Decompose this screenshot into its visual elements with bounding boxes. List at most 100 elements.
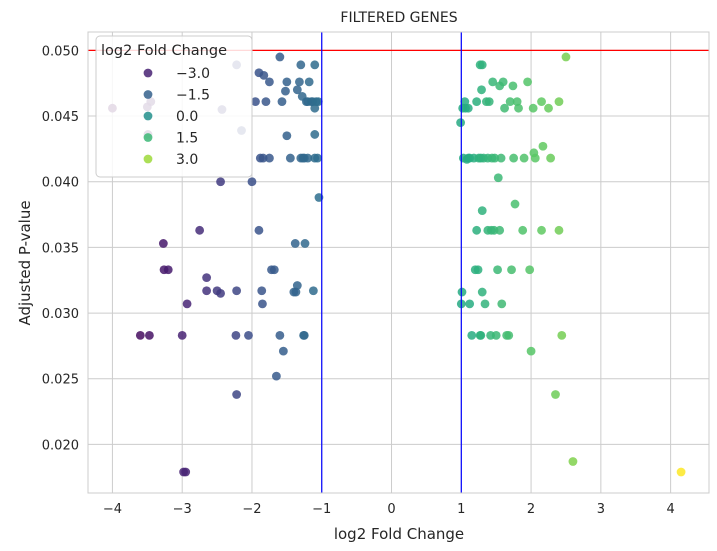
data-point <box>251 97 260 107</box>
data-point <box>530 153 540 163</box>
data-point <box>257 286 267 296</box>
y-tick-label: 0.020 <box>42 438 79 453</box>
legend: log2 Fold Change −3.0 −1.5 0.0 1.5 3.0 <box>95 35 253 178</box>
legend-box <box>95 35 253 178</box>
data-point <box>561 52 571 62</box>
y-tick-label: 0.040 <box>42 176 79 191</box>
data-point <box>299 330 309 340</box>
data-point <box>182 299 192 309</box>
data-point <box>526 346 536 356</box>
data-point <box>296 60 306 70</box>
data-point <box>291 287 301 297</box>
data-point <box>258 153 268 163</box>
data-point <box>158 239 168 248</box>
legend-marker <box>143 154 153 164</box>
chart-title: FILTERED GENES <box>340 10 457 26</box>
data-point <box>488 77 498 87</box>
data-point <box>265 153 274 163</box>
data-point <box>216 177 225 187</box>
y-tick-label: 0.045 <box>42 110 79 125</box>
data-point <box>493 265 502 275</box>
data-point <box>467 330 477 340</box>
data-point <box>232 286 242 296</box>
data-point <box>463 103 473 113</box>
data-point <box>544 103 553 113</box>
data-point <box>195 225 205 235</box>
data-point <box>484 97 494 107</box>
data-point <box>254 225 264 235</box>
data-point <box>145 330 154 340</box>
x-tick-label: −2 <box>242 502 261 517</box>
data-point <box>528 103 538 113</box>
data-point <box>261 97 271 107</box>
data-point <box>508 81 518 91</box>
data-point <box>519 153 529 163</box>
legend-label: 0.0 <box>176 109 198 125</box>
data-point <box>258 299 267 309</box>
data-point <box>537 97 546 107</box>
data-point <box>490 153 500 163</box>
data-point <box>509 153 519 163</box>
data-point <box>497 299 507 309</box>
data-point <box>310 130 320 139</box>
data-point <box>231 330 241 340</box>
data-point <box>308 286 318 296</box>
data-point <box>163 265 173 275</box>
data-point <box>500 103 509 113</box>
data-point <box>477 85 486 95</box>
data-point <box>495 225 505 235</box>
data-point <box>310 60 320 70</box>
data-point <box>304 77 314 87</box>
x-tick-label: 1 <box>457 502 465 517</box>
data-point <box>271 371 281 381</box>
y-axis-title: Adjusted P-value <box>16 200 34 325</box>
legend-label: 1.5 <box>176 131 198 147</box>
data-point <box>554 225 564 235</box>
y-tick-label: 0.025 <box>42 373 79 388</box>
data-point <box>477 287 487 297</box>
legend-marker <box>143 90 153 99</box>
data-point <box>498 77 508 87</box>
data-point <box>259 70 269 80</box>
y-tick-label: 0.030 <box>42 307 79 322</box>
data-point <box>269 265 279 275</box>
data-point <box>465 299 475 309</box>
x-tick-label: 2 <box>527 502 535 517</box>
data-point <box>504 330 514 340</box>
data-point <box>310 103 320 113</box>
data-point <box>472 97 482 107</box>
data-point <box>247 177 257 187</box>
plot-area: −4 −3 −2 −1 0 1 2 3 4 0.020 0.025 0.030 0.035 0.040 0.… <box>42 31 710 517</box>
data-point <box>275 52 285 62</box>
data-point <box>551 390 560 399</box>
data-point <box>473 265 483 275</box>
data-point <box>202 286 212 296</box>
data-point <box>216 288 225 298</box>
x-tick-label: −1 <box>312 502 331 517</box>
data-point <box>568 457 578 466</box>
data-point <box>457 287 467 297</box>
data-point <box>493 173 503 183</box>
data-point <box>313 97 323 107</box>
data-point <box>292 85 302 95</box>
data-point <box>477 60 487 70</box>
legend-label: 3.0 <box>176 152 198 168</box>
data-point <box>505 97 515 107</box>
legend-marker <box>143 111 153 121</box>
y-tick-label: 0.035 <box>42 241 79 256</box>
x-axis-title: log2 Fold Change <box>334 525 464 543</box>
x-tick-label: 0 <box>387 502 395 517</box>
data-point <box>507 265 516 275</box>
data-point <box>177 330 187 340</box>
data-point <box>281 86 290 96</box>
plot-frame <box>87 31 710 494</box>
x-tick-label: 3 <box>597 502 605 517</box>
data-point <box>512 97 522 107</box>
data-point <box>480 299 490 309</box>
data-point <box>557 330 567 340</box>
legend-marker <box>143 68 153 78</box>
legend-label: −3.0 <box>176 66 210 82</box>
data-point <box>496 153 506 163</box>
data-point <box>265 77 274 87</box>
